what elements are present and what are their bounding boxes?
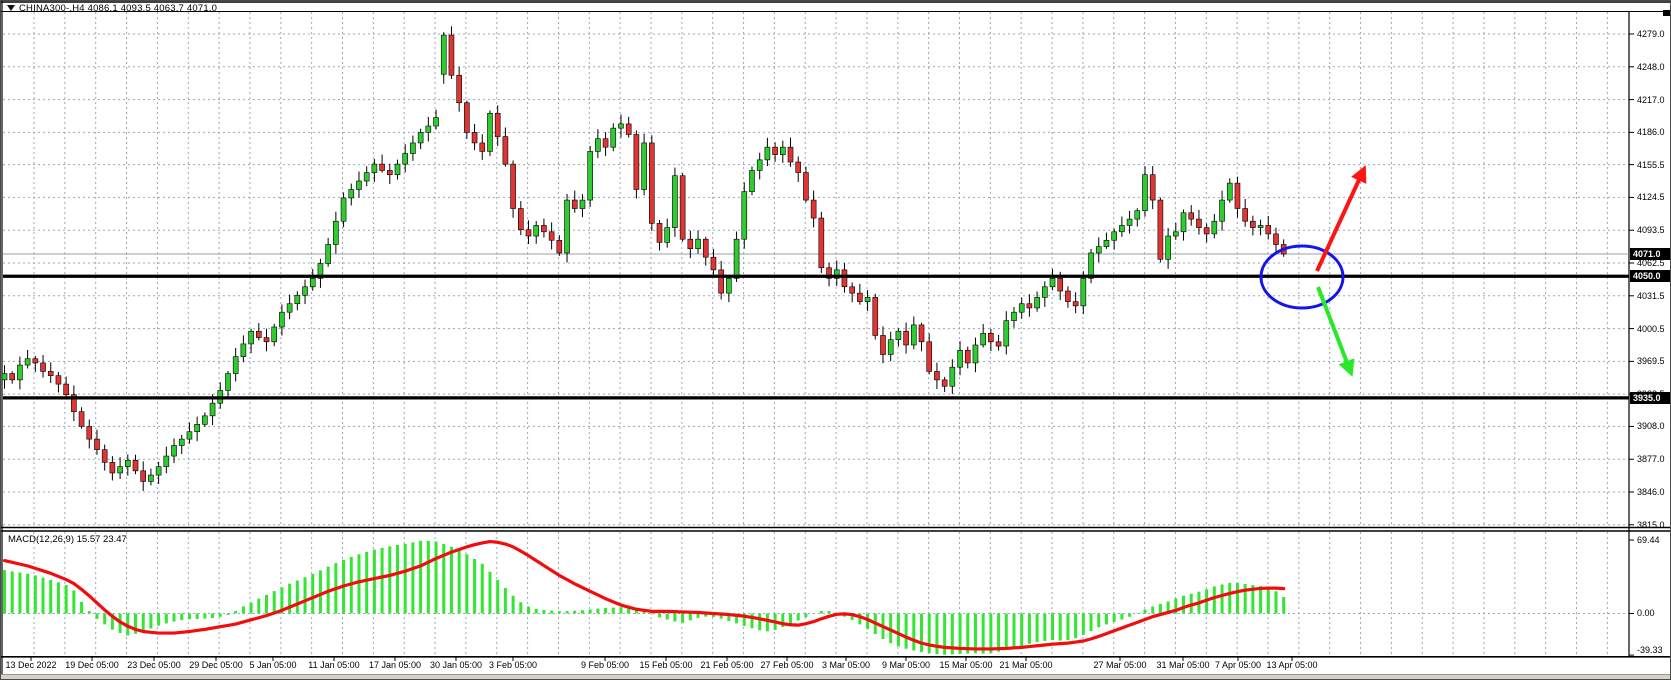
price-tick-label: 3846.0 bbox=[1637, 487, 1665, 497]
arrow-down-annotation[interactable] bbox=[1316, 286, 1355, 377]
time-tick-label: 23 Dec 05:00 bbox=[127, 660, 181, 670]
time-tick-label: 9 Mar 05:00 bbox=[881, 660, 931, 670]
time-tick-label: 15 Feb 05:00 bbox=[639, 660, 693, 670]
window-bottom-strip bbox=[1, 674, 1670, 679]
time-tick-label: 13 Apr 05:00 bbox=[1266, 660, 1318, 670]
symbol-caret-icon bbox=[7, 5, 15, 11]
arrow-up-annotation[interactable] bbox=[1315, 165, 1367, 272]
macd-axis-max: 69.44 bbox=[1637, 535, 1660, 545]
price-tick-label: 4000.5 bbox=[1637, 323, 1665, 334]
time-tick-label: 19 Dec 05:00 bbox=[65, 660, 119, 670]
macd-axis-zero: 0.00 bbox=[1637, 608, 1655, 618]
macd-indicator-label: MACD(12,26,9) 15.57 23.47 bbox=[8, 534, 127, 545]
time-tick-label: 5 Jan 05:00 bbox=[249, 660, 297, 670]
time-tick-label: 3 Mar 05:00 bbox=[821, 660, 871, 670]
time-tick-label: 30 Jan 05:00 bbox=[429, 660, 483, 670]
time-tick-label: 3 Feb 05:00 bbox=[488, 660, 538, 670]
macd-indicator bbox=[2, 539, 1286, 655]
ellipse-annotation[interactable] bbox=[1259, 244, 1345, 310]
price-tick-label: 3969.5 bbox=[1637, 356, 1665, 367]
hline-price-box-4050: 4050.0 bbox=[1630, 270, 1670, 283]
price-tick-label: 3908.0 bbox=[1637, 421, 1665, 432]
time-tick-label: 7 Apr 05:00 bbox=[1214, 660, 1262, 670]
price-tick-label: 4155.5 bbox=[1637, 159, 1665, 170]
price-tick-label: 4186.0 bbox=[1637, 127, 1665, 138]
candlesticks bbox=[1, 26, 1287, 491]
time-tick-label: 13 Dec 2022 bbox=[5, 660, 57, 670]
price-tick-label: 4217.0 bbox=[1637, 94, 1665, 105]
time-tick-label: 21 Feb 05:00 bbox=[700, 660, 754, 670]
price-tick-label: 4279.0 bbox=[1637, 29, 1665, 39]
time-tick-label: 9 Feb 05:00 bbox=[580, 660, 630, 670]
price-tick-label: 4062.5 bbox=[1637, 258, 1665, 268]
price-tick-label: 4031.5 bbox=[1637, 290, 1665, 301]
price-tick-label: 3815.0 bbox=[1637, 519, 1665, 530]
price-tick-label: 4093.5 bbox=[1637, 225, 1665, 236]
time-tick-label: 27 Mar 05:00 bbox=[1093, 660, 1147, 670]
chart-title-ohlc: CHINA300-,H4 4086.1 4093.5 4063.7 4071.0 bbox=[19, 3, 218, 14]
time-tick-label: 29 Dec 05:00 bbox=[189, 660, 243, 670]
time-tick-label: 15 Mar 05:00 bbox=[939, 660, 993, 670]
price-tick-label: 4124.5 bbox=[1637, 192, 1665, 203]
time-tick-label: 17 Jan 05:00 bbox=[368, 660, 422, 670]
chart-shift-marker[interactable] bbox=[1663, 10, 1670, 16]
time-tick-label: 31 Mar 05:00 bbox=[1156, 660, 1210, 670]
macd-axis-min: -39.33 bbox=[1637, 645, 1663, 655]
price-tick-label: 3877.0 bbox=[1637, 454, 1665, 465]
price-tick-label: 4248.0 bbox=[1637, 61, 1665, 72]
time-tick-label: 11 Jan 05:00 bbox=[308, 660, 360, 670]
gridlines bbox=[3, 12, 1629, 656]
time-tick-label: 21 Mar 05:00 bbox=[999, 660, 1053, 670]
current-price-box: 4071.0 bbox=[1630, 248, 1670, 260]
hline-price-box-3935: 3935.0 bbox=[1630, 391, 1670, 404]
time-tick-label: 27 Feb 05:00 bbox=[760, 660, 814, 670]
drawing-annotations[interactable] bbox=[1259, 165, 1367, 377]
horizontal-level-lines[interactable] bbox=[3, 274, 1629, 400]
